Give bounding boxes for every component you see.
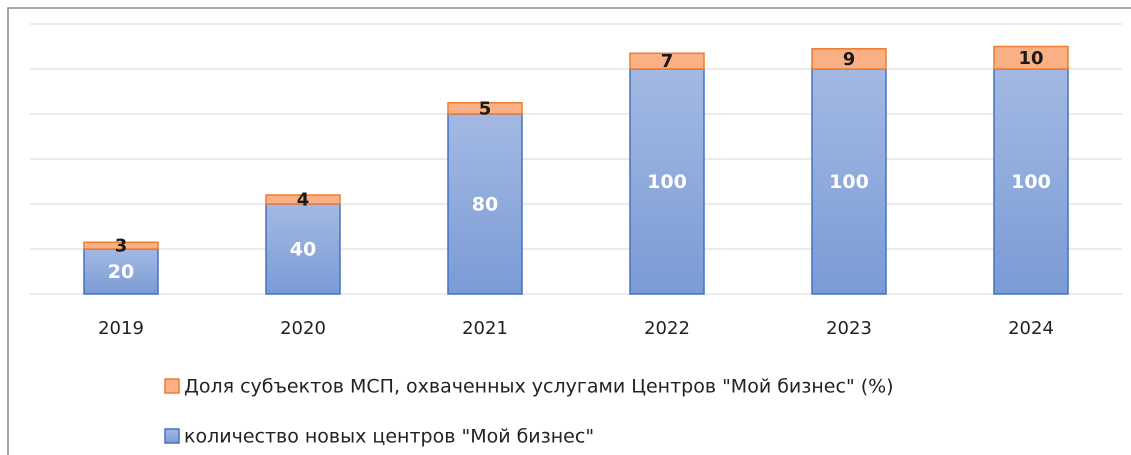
x-tick-label: 2023: [826, 318, 872, 339]
x-tick-label: 2024: [1008, 318, 1054, 339]
bar-segment: [811, 68, 887, 295]
legend-label: Доля субъектов МСП, охваченных услугами …: [184, 376, 894, 398]
bar-segment: [811, 48, 887, 70]
legend-swatch: [164, 378, 180, 394]
x-tick-label: 2020: [280, 318, 326, 339]
legend-label: количество новых центров "Мой бизнес": [184, 426, 594, 448]
bar-segment: [265, 194, 341, 205]
data-label: 100: [647, 171, 687, 193]
bar-segment: [993, 45, 1069, 70]
bar-segment: [629, 52, 705, 70]
data-label: 40: [290, 239, 316, 261]
data-label: 5: [479, 98, 492, 119]
bar-segment: [447, 113, 523, 295]
data-label: 20: [108, 261, 134, 283]
bar-segment: [83, 248, 159, 295]
frame: [7, 7, 1131, 455]
data-label: 100: [1011, 171, 1051, 193]
x-tick-label: 2021: [462, 318, 508, 339]
data-label: 3: [115, 236, 128, 257]
data-label: 4: [297, 190, 310, 211]
data-label: 9: [843, 49, 856, 70]
legend-swatch: [164, 428, 180, 444]
bar-segment: [629, 68, 705, 295]
data-label: 100: [829, 171, 869, 193]
data-label: 10: [1018, 48, 1043, 69]
x-tick-label: 2022: [644, 318, 690, 339]
bar-segment: [993, 68, 1069, 295]
data-label: 7: [661, 51, 674, 72]
data-label: 80: [472, 194, 498, 216]
x-tick-label: 2019: [98, 318, 144, 339]
bar-segment: [447, 102, 523, 115]
bar-segment: [83, 241, 159, 250]
